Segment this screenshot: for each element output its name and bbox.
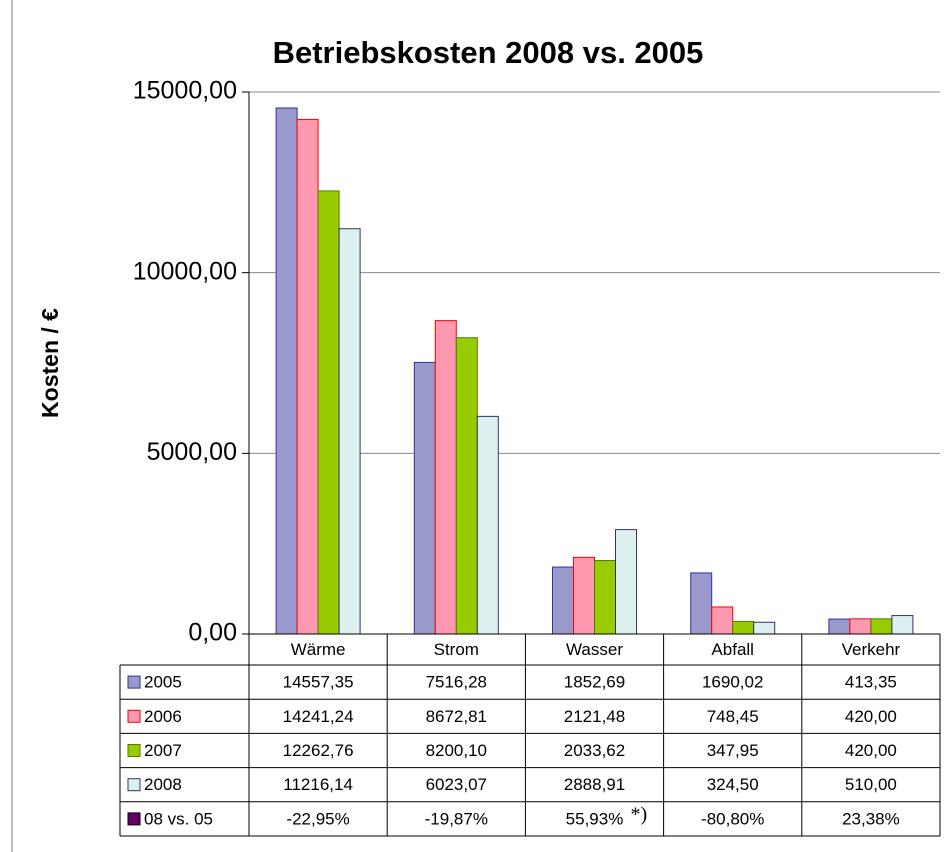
table-value: 1852,69 (564, 673, 625, 692)
bar (434, 320, 457, 635)
table-value: -19,87% (425, 809, 488, 828)
bar (711, 606, 734, 635)
legend-swatch (127, 675, 141, 689)
table-value: 347,95 (707, 741, 759, 760)
table-value: 2888,91 (564, 775, 625, 794)
legend-swatch (127, 778, 141, 792)
bar (413, 361, 436, 635)
bar (338, 228, 361, 635)
bar (891, 615, 914, 635)
x-tick-label: Strom (434, 640, 479, 659)
table-value: 748,45 (707, 707, 759, 726)
x-tick-label: Verkehr (842, 640, 901, 659)
y-tick-label: 15000,00 (133, 77, 237, 105)
legend-label: 2007 (144, 741, 182, 760)
chart-title: Betriebskosten 2008 vs. 2005 (273, 35, 704, 70)
bar (296, 118, 319, 635)
bar (849, 618, 872, 635)
table-value: 2121,48 (564, 707, 625, 726)
table-value: 413,35 (845, 673, 897, 692)
bar (732, 620, 755, 635)
bar (455, 337, 478, 635)
table-value: 55,93% (566, 809, 624, 828)
legend-label: 08 vs. 05 (144, 809, 213, 828)
table-value: 1690,02 (702, 673, 763, 692)
table-value: 6023,07 (426, 775, 487, 794)
bar (615, 529, 637, 635)
bar (828, 618, 851, 635)
legend-label: 2008 (144, 775, 182, 794)
table-value: 11216,14 (283, 775, 353, 794)
y-axis-label: Kosten / € (37, 308, 63, 418)
legend-swatch (127, 709, 141, 723)
bar (573, 556, 595, 635)
table-value: 324,50 (707, 775, 759, 794)
note: *) (631, 803, 648, 825)
legend-label: 2005 (144, 673, 182, 692)
table-value: -22,95% (286, 809, 349, 828)
table-value: 420,00 (845, 741, 897, 760)
table-value: 14241,24 (283, 707, 354, 726)
table-value: -80,80% (701, 809, 764, 828)
table-value: 8200,10 (426, 741, 487, 760)
bar (275, 107, 298, 635)
bar (476, 415, 499, 635)
y-tick-label: 10000,00 (133, 257, 237, 285)
bar (594, 560, 616, 635)
bar (552, 566, 574, 635)
table-value: 8672,81 (426, 707, 487, 726)
legend-swatch (127, 812, 141, 826)
y-tick-label: 0,00 (188, 619, 237, 647)
x-tick-label: Wärme (291, 640, 346, 659)
x-tick-label: Wasser (566, 640, 623, 659)
table-value: 510,00 (845, 775, 897, 794)
bar (690, 572, 713, 635)
table-value: 23,38% (842, 809, 900, 828)
x-tick-label: Abfall (711, 640, 754, 659)
legend-label: 2006 (144, 707, 182, 726)
legend-swatch (127, 744, 141, 757)
table-value: 14557,35 (283, 673, 354, 692)
table-value: 12262,76 (283, 741, 354, 760)
bar (753, 621, 776, 635)
bar (870, 618, 893, 635)
table-value: 7516,28 (426, 673, 487, 692)
y-tick-label: 5000,00 (147, 438, 237, 466)
bar (317, 190, 340, 635)
table-value: 2033,62 (564, 741, 625, 760)
table-value: 420,00 (845, 707, 897, 726)
